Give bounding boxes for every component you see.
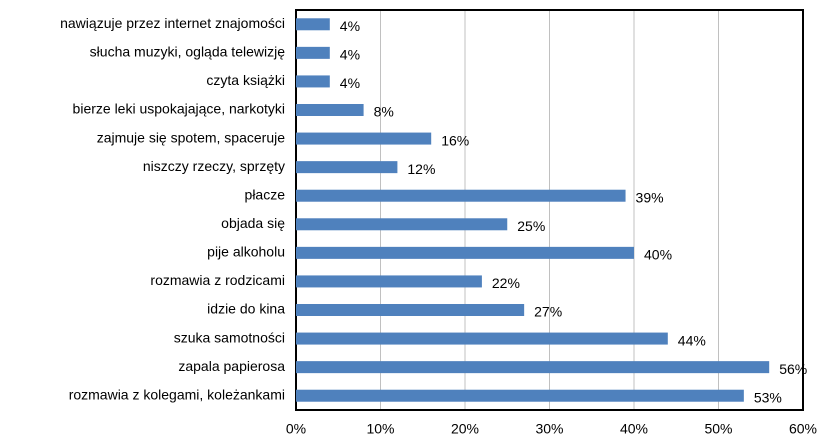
- value-label: 4%: [340, 75, 360, 91]
- bar: [296, 389, 744, 402]
- x-tick-label: 40%: [620, 421, 648, 437]
- y-tick-label: płacze: [245, 186, 286, 202]
- y-tick-label: zapala papierosa: [178, 358, 285, 374]
- bar: [296, 132, 432, 145]
- y-tick-label: słucha muzyki, ogląda telewizję: [90, 44, 286, 60]
- bar: [296, 246, 634, 259]
- y-tick-label: bierze leki uspokajające, narkotyki: [73, 101, 285, 117]
- value-label: 39%: [636, 189, 664, 205]
- bar: [296, 304, 525, 316]
- value-label: 44%: [678, 332, 706, 348]
- bar: [296, 75, 330, 88]
- bar: [296, 46, 330, 59]
- y-tick-label: idzie do kina: [207, 301, 285, 317]
- x-tick-label: 20%: [451, 421, 479, 437]
- y-tick-label: rozmawia z kolegami, koleżankami: [69, 386, 285, 402]
- y-tick-label: niszczy rzeczy, sprzęty: [143, 158, 285, 174]
- bar: [296, 189, 626, 202]
- bar: [296, 18, 330, 31]
- y-tick-label: zajmuje się spotem, spaceruje: [97, 129, 286, 145]
- y-tick-label: nawiązuje przez internet znajomości: [60, 15, 285, 31]
- x-tick-label: 50%: [704, 421, 732, 437]
- value-label: 8%: [374, 104, 394, 120]
- y-tick-label: szuka samotności: [174, 329, 285, 345]
- x-tick-label: 30%: [535, 421, 563, 437]
- value-label: 25%: [517, 218, 545, 234]
- value-label: 4%: [340, 18, 360, 34]
- bar: [296, 275, 482, 288]
- bar: [296, 161, 398, 174]
- y-tick-label: czyta książki: [206, 72, 285, 88]
- value-label: 22%: [492, 275, 520, 291]
- value-label: 4%: [340, 47, 360, 63]
- value-label: 12%: [407, 161, 435, 177]
- bar: [296, 361, 770, 374]
- y-tick-label: rozmawia z rodzicami: [150, 272, 285, 288]
- y-tick-label: pije alkoholu: [207, 244, 285, 260]
- bar: [296, 218, 508, 231]
- bar: [296, 104, 364, 116]
- y-tick-label: objada się: [221, 215, 285, 231]
- value-label: 27%: [534, 304, 562, 320]
- value-label: 16%: [441, 132, 469, 148]
- value-label: 56%: [779, 361, 807, 377]
- value-label: 53%: [754, 389, 782, 405]
- plot-border: [295, 9, 804, 411]
- value-label: 40%: [644, 247, 672, 263]
- x-tick-label: 10%: [366, 421, 394, 437]
- x-tick-label: 0%: [286, 421, 306, 437]
- bar: [296, 332, 668, 345]
- x-tick-label: 60%: [789, 421, 817, 437]
